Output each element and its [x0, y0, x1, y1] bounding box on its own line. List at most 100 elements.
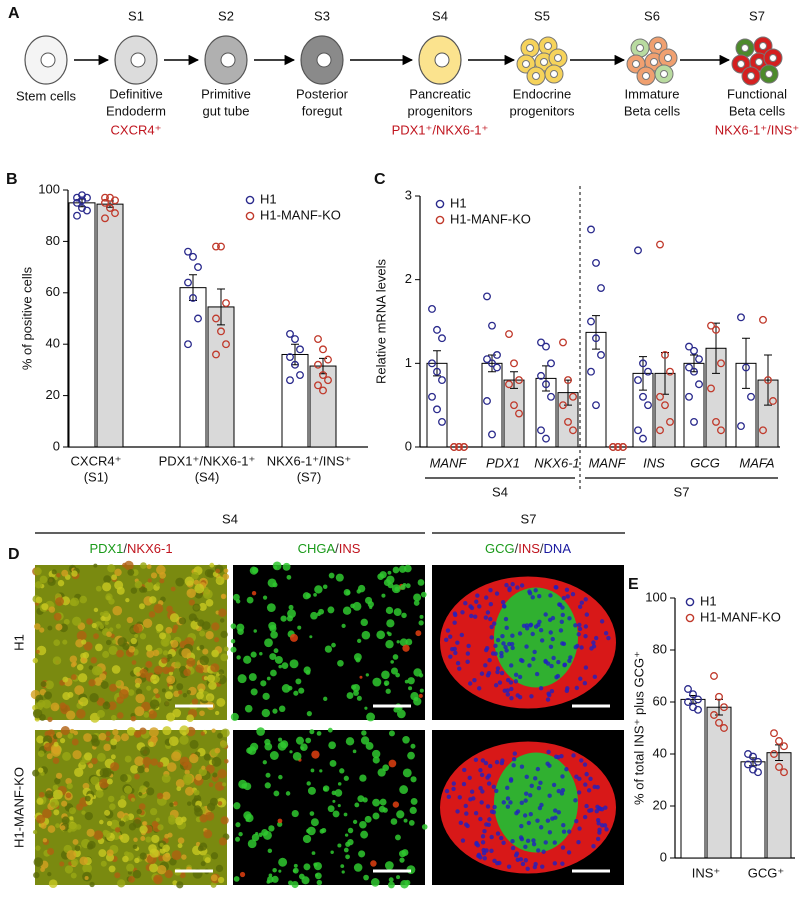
image-texture: [100, 680, 109, 689]
image-texture: [47, 576, 55, 584]
image-texture: [49, 798, 60, 809]
image-texture: [388, 759, 397, 768]
image-texture: [37, 750, 45, 757]
y-tick-label: 60: [653, 693, 667, 708]
image-texture: [309, 811, 315, 816]
image-texture: [235, 599, 241, 604]
image-texture: [109, 803, 116, 810]
image-texture: [337, 659, 344, 667]
stage-name: Primitive: [201, 86, 251, 101]
image-texture: [527, 663, 532, 668]
image-texture: [282, 562, 291, 571]
image-texture: [407, 677, 415, 685]
image-texture: [446, 794, 452, 800]
nucleus: [532, 72, 540, 80]
image-texture: [218, 669, 225, 676]
group-label: S7: [674, 484, 690, 499]
image-texture: [246, 747, 253, 754]
image-texture: [261, 708, 271, 718]
image-texture: [145, 836, 152, 843]
image-texture: [306, 828, 311, 834]
image-texture: [214, 747, 221, 754]
error-bar: [433, 350, 441, 377]
data-point: [319, 386, 327, 395]
image-texture: [548, 593, 553, 598]
data-point: [438, 417, 446, 426]
image-texture: [102, 610, 110, 618]
legend-marker: [685, 613, 695, 623]
image-texture: [114, 568, 122, 577]
bar: [766, 752, 792, 859]
image-texture: [560, 774, 565, 779]
image-texture: [159, 632, 167, 640]
image-texture: [452, 646, 457, 652]
data-point: [754, 768, 762, 777]
y-axis-label: Relative mRNA levels: [373, 259, 388, 384]
image-texture: [236, 655, 241, 660]
image-texture: [298, 873, 305, 880]
image-texture: [521, 623, 527, 629]
image-texture: [491, 784, 496, 790]
nucleus: [130, 52, 146, 68]
image-texture: [595, 836, 601, 842]
image-texture: [543, 612, 548, 617]
image-texture: [460, 838, 466, 843]
image-texture: [152, 649, 160, 657]
image-texture: [501, 641, 506, 646]
image-texture: [153, 874, 163, 885]
image-texture: [381, 670, 390, 680]
image-texture: [106, 631, 112, 638]
y-tick-label: 60: [46, 284, 60, 299]
data-point: [775, 737, 783, 745]
image-texture: [513, 679, 519, 684]
image-texture: [65, 777, 72, 785]
image-texture: [105, 736, 110, 742]
image-texture: [597, 827, 602, 833]
image-texture: [47, 716, 53, 723]
image-texture: [68, 822, 78, 832]
image-texture: [289, 659, 299, 669]
y-tick-label: 2: [405, 271, 412, 286]
image-texture: [218, 837, 227, 846]
image-texture: [104, 620, 109, 626]
image-texture: [177, 843, 183, 849]
image-texture: [603, 805, 608, 810]
image-texture: [178, 690, 183, 695]
image-texture: [327, 727, 333, 733]
image-texture: [40, 867, 45, 872]
image-texture: [583, 782, 588, 787]
data-point: [212, 350, 220, 359]
image-texture: [146, 650, 155, 658]
image-texture: [303, 863, 311, 871]
image-texture: [134, 580, 143, 589]
image-texture: [162, 666, 170, 675]
image-texture: [208, 681, 217, 690]
image-texture: [323, 696, 328, 701]
image-texture: [44, 680, 54, 690]
image-texture: [538, 628, 544, 633]
image-texture: [215, 864, 224, 873]
image-texture: [103, 743, 111, 752]
image-texture: [413, 697, 422, 706]
image-texture: [216, 697, 226, 707]
x-tick-label: MAFA: [739, 455, 774, 470]
column-title: GCG/INS/DNA: [485, 541, 571, 556]
stage-name: Beta cells: [729, 103, 786, 118]
image-texture: [485, 775, 490, 780]
image-texture: [536, 785, 542, 791]
data-point: [720, 703, 728, 712]
image-texture: [184, 769, 190, 775]
bar: [683, 362, 705, 448]
image-texture: [523, 858, 529, 863]
data-point: [759, 315, 767, 324]
image-texture: [388, 877, 394, 883]
image-texture: [250, 688, 258, 696]
data-point: [592, 401, 600, 410]
image-texture: [366, 712, 376, 722]
image-texture: [538, 685, 544, 691]
y-tick-label: 80: [653, 641, 667, 656]
image-texture: [70, 858, 79, 867]
image-texture: [164, 869, 173, 879]
image-texture: [561, 595, 567, 601]
image-texture: [122, 562, 127, 568]
